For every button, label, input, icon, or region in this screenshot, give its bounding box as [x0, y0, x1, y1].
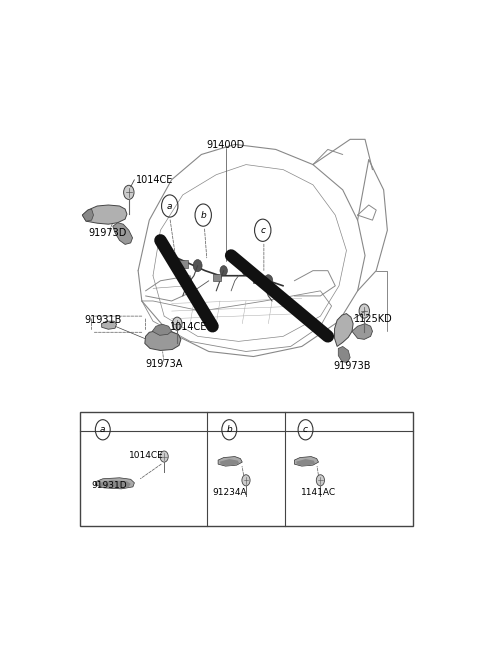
Polygon shape: [145, 330, 181, 350]
Text: 91931B: 91931B: [84, 315, 121, 325]
Circle shape: [220, 266, 228, 276]
Text: 1014CE: 1014CE: [136, 174, 174, 185]
Polygon shape: [218, 457, 242, 466]
Polygon shape: [96, 478, 134, 489]
Circle shape: [316, 475, 324, 486]
Text: a: a: [100, 425, 106, 434]
Polygon shape: [296, 459, 315, 466]
Text: 1141AC: 1141AC: [301, 489, 336, 497]
Bar: [213, 274, 221, 281]
Polygon shape: [294, 457, 319, 466]
Polygon shape: [113, 222, 132, 245]
Bar: [81, 412, 413, 525]
Circle shape: [160, 451, 168, 462]
Circle shape: [172, 317, 182, 330]
Polygon shape: [220, 459, 240, 466]
Bar: [253, 276, 263, 283]
Text: 91973B: 91973B: [334, 361, 371, 371]
Text: b: b: [200, 211, 206, 220]
Polygon shape: [99, 480, 131, 488]
Circle shape: [264, 275, 273, 287]
Text: 91973A: 91973A: [145, 359, 183, 369]
Text: 91973D: 91973D: [88, 228, 126, 237]
Polygon shape: [102, 321, 117, 329]
Text: 1014CE: 1014CE: [170, 322, 207, 332]
Circle shape: [242, 266, 250, 276]
Text: b: b: [227, 425, 232, 434]
Text: c: c: [303, 425, 308, 434]
Polygon shape: [83, 209, 94, 221]
Polygon shape: [83, 205, 127, 224]
Polygon shape: [352, 323, 372, 339]
Text: 91931D: 91931D: [92, 481, 127, 490]
Circle shape: [193, 260, 202, 272]
Circle shape: [359, 304, 370, 318]
Polygon shape: [152, 324, 172, 335]
Circle shape: [124, 185, 134, 199]
Text: 1125KD: 1125KD: [354, 314, 393, 323]
Text: c: c: [260, 226, 265, 235]
Polygon shape: [335, 314, 353, 346]
Text: 91400D: 91400D: [206, 140, 245, 150]
Text: 1014CE: 1014CE: [129, 451, 164, 460]
Text: 91234A: 91234A: [212, 489, 247, 497]
Polygon shape: [338, 346, 350, 363]
Bar: [179, 260, 188, 268]
Text: a: a: [167, 201, 172, 211]
Circle shape: [242, 475, 250, 486]
